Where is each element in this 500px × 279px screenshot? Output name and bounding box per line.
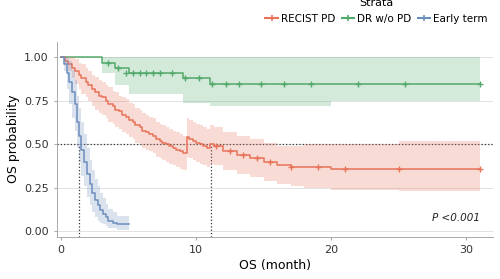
Text: P <0.001: P <0.001	[432, 213, 480, 223]
X-axis label: OS (month): OS (month)	[239, 259, 311, 272]
Legend: RECIST PD, DR w/o PD, Early term: RECIST PD, DR w/o PD, Early term	[266, 0, 488, 24]
Y-axis label: OS probability: OS probability	[7, 95, 20, 184]
